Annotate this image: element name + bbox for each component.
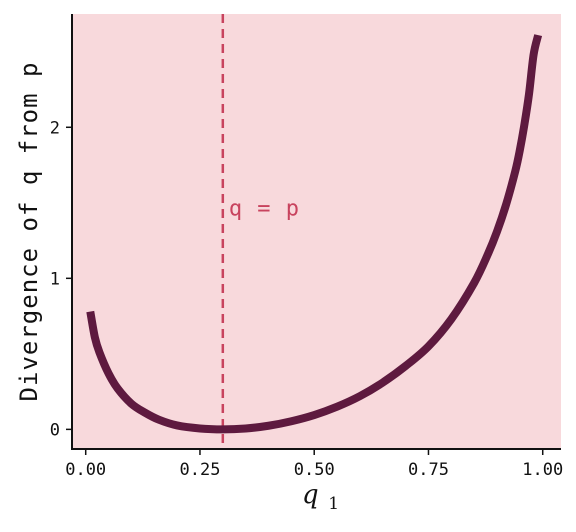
ticks-group: 0.00 0.25 0.50 0.75 1.00 0 1 2	[50, 118, 563, 480]
x-tick-label: 0.00	[65, 460, 106, 480]
annotation-label: q = p	[229, 196, 300, 221]
plot-background	[72, 14, 561, 449]
y-tick-label: 1	[50, 269, 60, 289]
series-group	[86, 34, 543, 434]
series-line-0	[86, 34, 543, 434]
y-tick-label: 0	[50, 420, 60, 440]
axes-group	[71, 14, 561, 450]
x-axis-title: q 1	[302, 480, 339, 514]
x-axis-title-main: q	[302, 480, 319, 510]
x-tick-label: 0.50	[294, 460, 335, 480]
x-tick-label: 1.00	[522, 460, 563, 480]
y-axis-title: Divergence of q from p	[15, 62, 43, 402]
x-tick-label: 0.75	[408, 460, 449, 480]
x-axis-title-subscript: 1	[328, 494, 339, 514]
x-tick-label: 0.25	[179, 460, 220, 480]
y-tick-label: 2	[50, 118, 60, 138]
